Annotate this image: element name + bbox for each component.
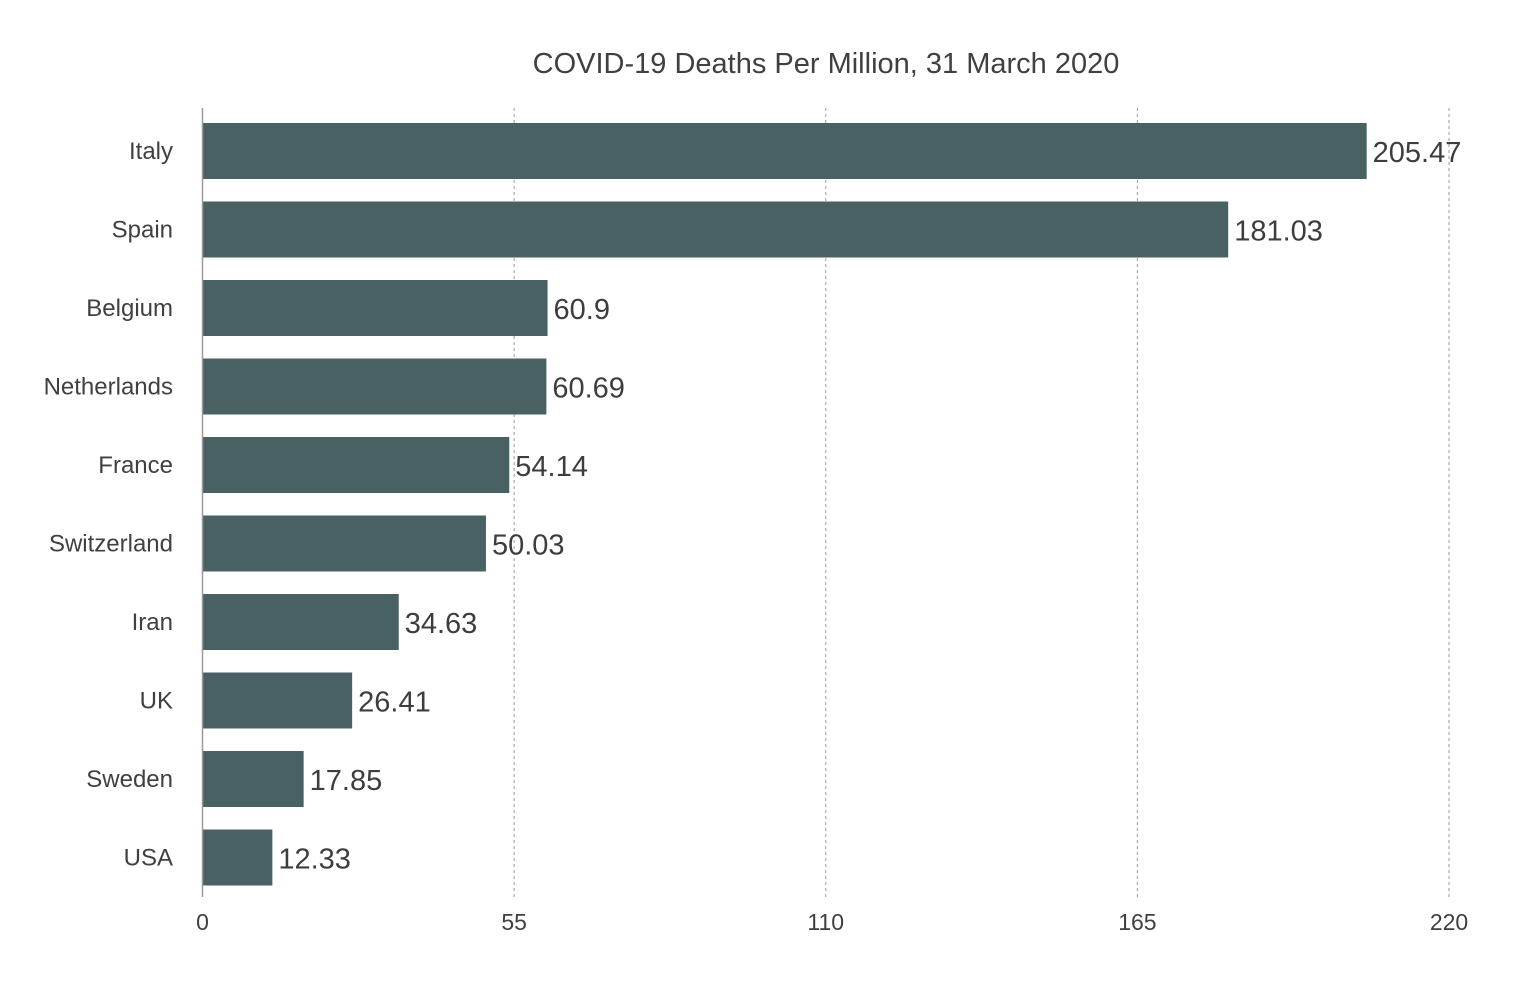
bar-sweden (202, 751, 304, 807)
bars (202, 123, 1367, 886)
category-labels: Italy Spain Belgium Netherlands France Switze… (44, 138, 173, 872)
value-label: 181.03 (1234, 216, 1323, 248)
x-tick-label: 110 (807, 909, 844, 935)
value-label: 34.63 (405, 608, 478, 640)
value-label: 26.41 (358, 687, 431, 719)
value-label: 60.9 (554, 294, 610, 326)
value-label: 60.69 (552, 373, 625, 405)
category-label: USA (124, 845, 173, 872)
value-label: 54.14 (515, 451, 588, 483)
bar-usa (202, 829, 273, 886)
bar-spain (202, 201, 1229, 258)
x-tick-label: 165 (1118, 909, 1156, 935)
value-labels: 205.47 181.03 60.9 60.69 54.14 50.03 34.63 26.4… (278, 137, 1461, 876)
category-label: Iran (132, 609, 173, 636)
bar-belgium (202, 280, 548, 336)
bar-netherlands (202, 358, 547, 415)
bar-uk (202, 672, 353, 729)
chart-title: COVID-19 Deaths Per Million, 31 March 20… (533, 48, 1120, 80)
category-label: Belgium (86, 295, 173, 322)
category-label: Spain (112, 217, 173, 244)
bar-iran (202, 594, 399, 650)
value-label: 17.85 (310, 765, 383, 797)
x-tick-labels: 0 55 110 165 220 (196, 909, 1468, 935)
category-label: France (98, 452, 173, 479)
category-label: Sweden (86, 766, 173, 793)
bar-france (202, 437, 510, 493)
category-label: Switzerland (49, 531, 173, 558)
value-label: 205.47 (1373, 137, 1462, 169)
category-label: Italy (129, 138, 173, 165)
category-label: UK (140, 688, 173, 715)
bar-switzerland (202, 515, 486, 572)
value-label: 50.03 (492, 530, 565, 562)
bar-italy (202, 123, 1367, 179)
value-label: 12.33 (278, 844, 351, 876)
x-tick-label: 0 (196, 909, 209, 935)
category-label: Netherlands (44, 374, 173, 401)
x-tick-label: 55 (501, 909, 527, 935)
x-tick-label: 220 (1430, 909, 1468, 935)
